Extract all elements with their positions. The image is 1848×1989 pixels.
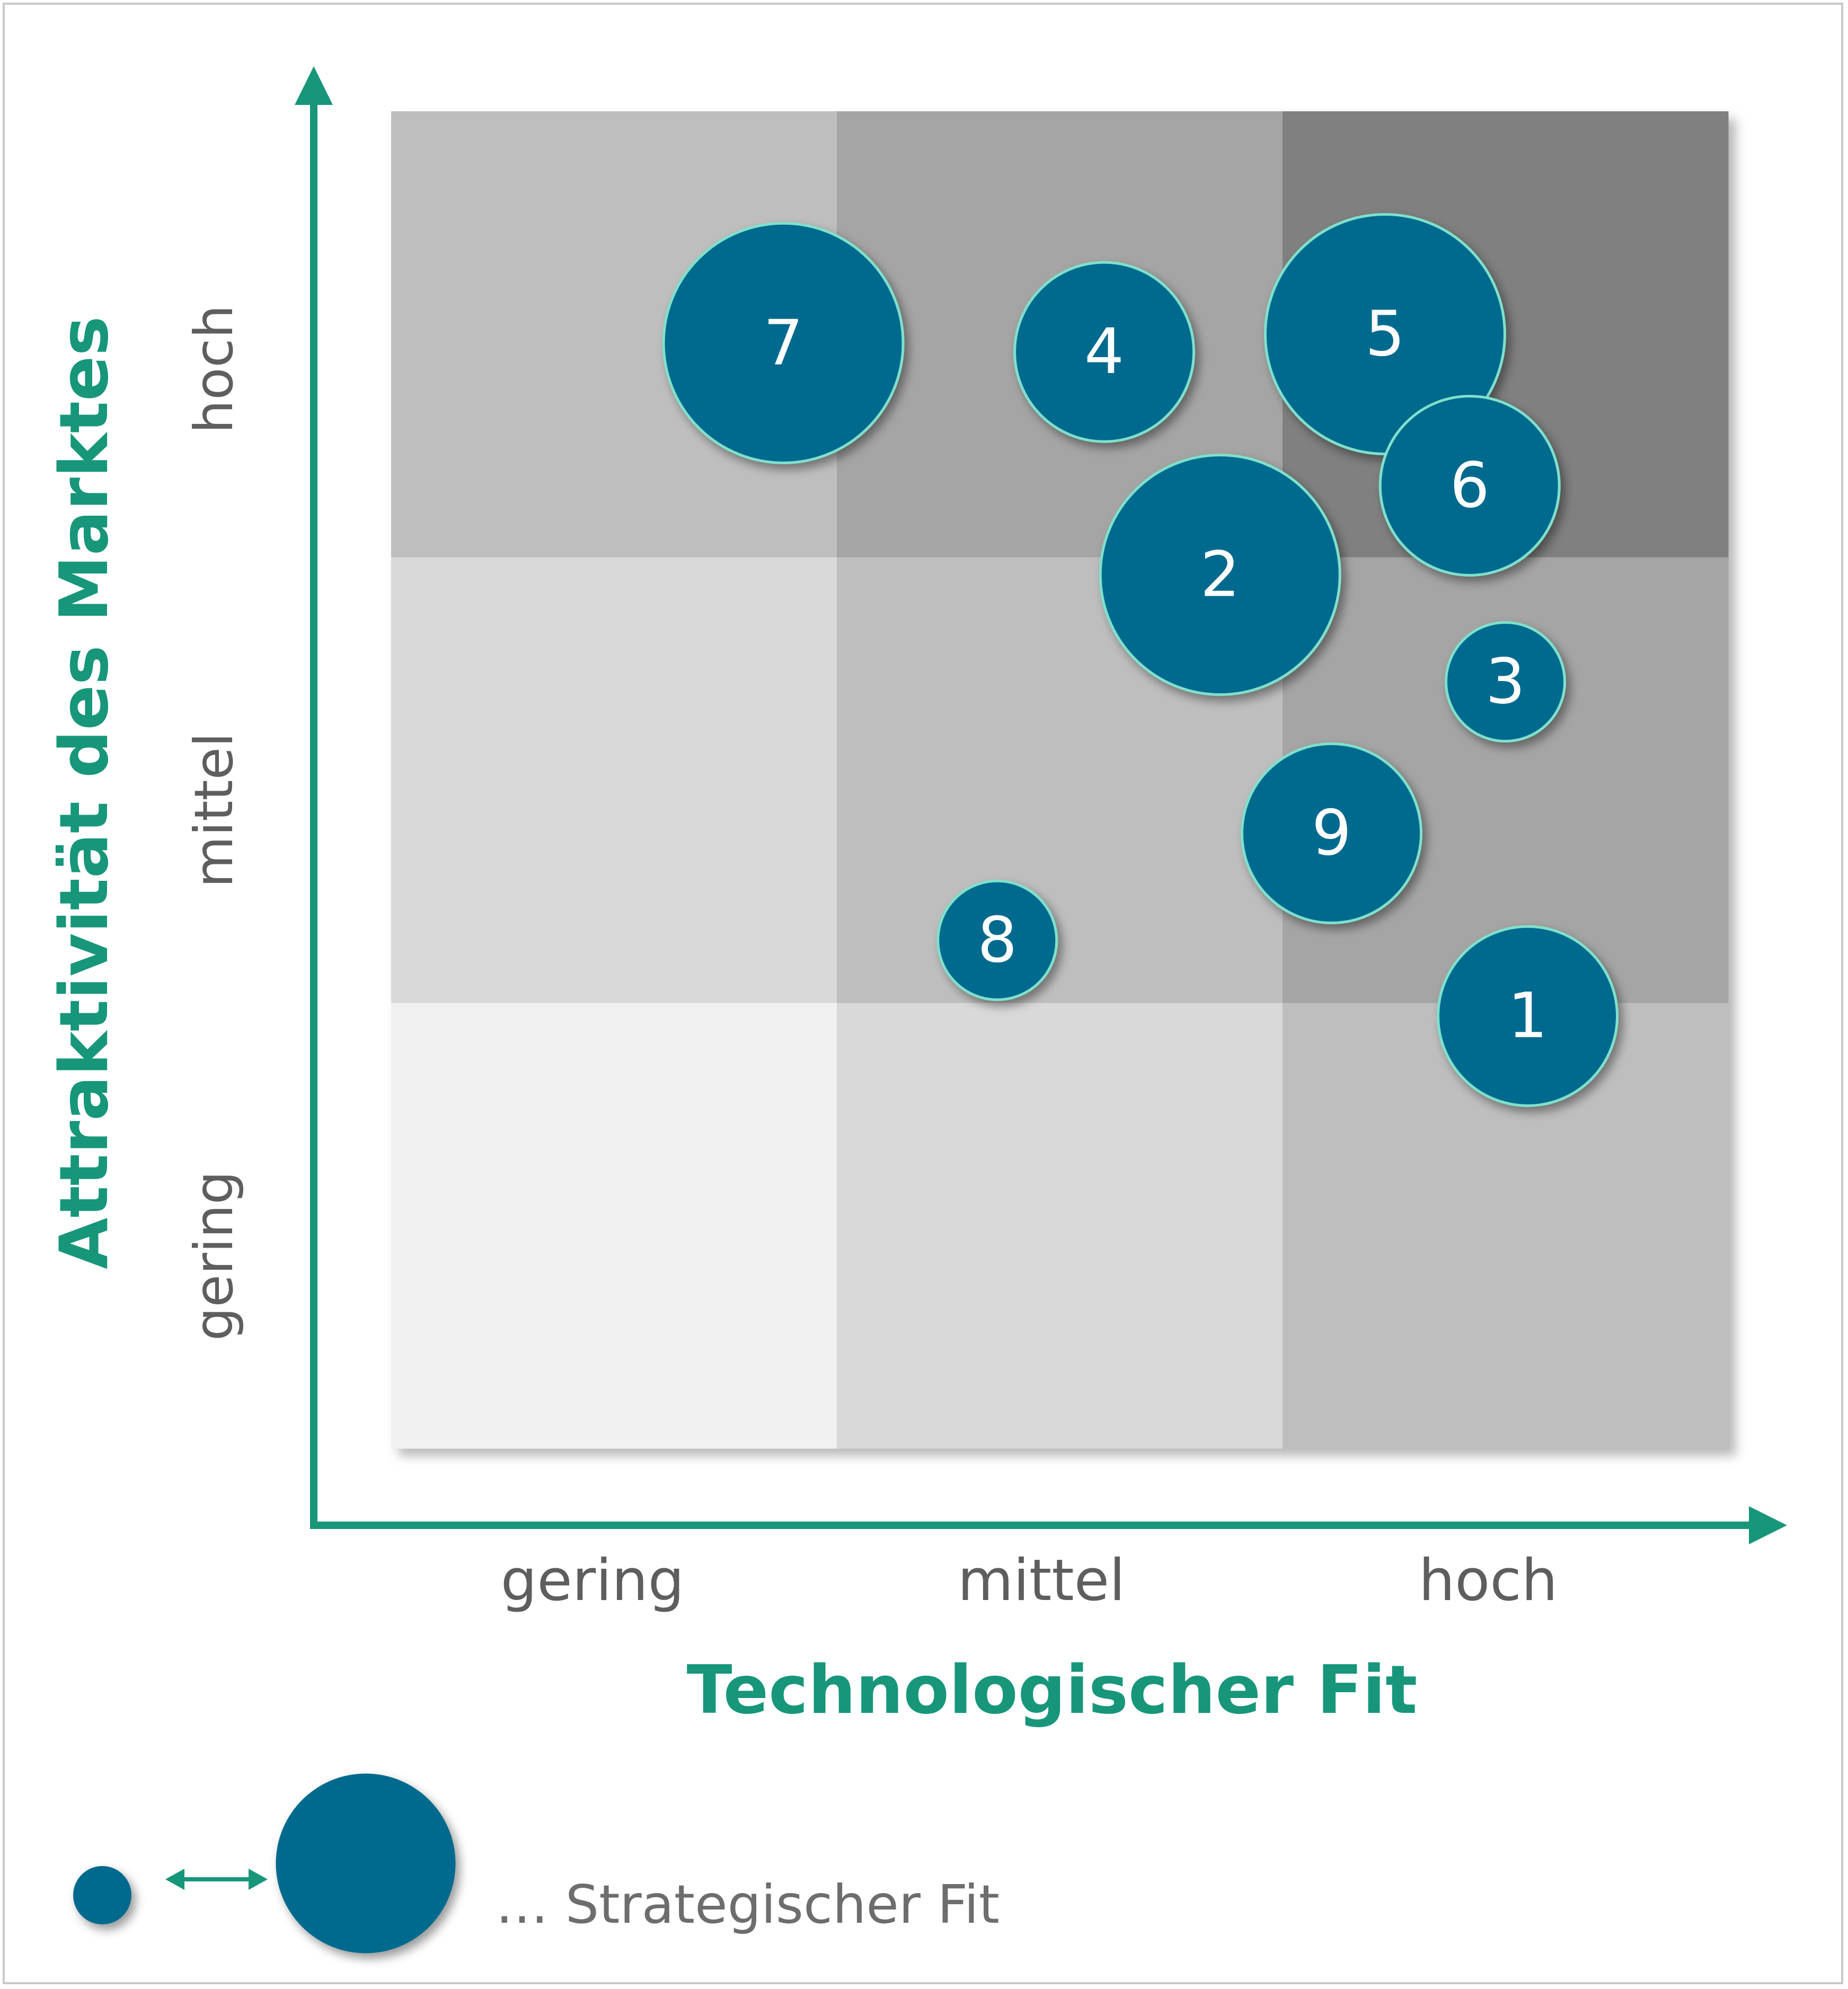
bubble-circle [1437, 925, 1619, 1107]
bubble-label: 1 [1508, 979, 1548, 1052]
y-axis-title: Attraktivität des Marktes [45, 316, 123, 1269]
bubble-3: 3 [1445, 621, 1566, 742]
x-tick-label: mittel [957, 1548, 1126, 1614]
bubble-circle [936, 879, 1058, 1001]
x-tick-label: hoch [1418, 1548, 1558, 1614]
legend-large-bubble [276, 1773, 456, 1953]
bubble-circle [1445, 621, 1566, 742]
legend-text: … Strategischer Fit [496, 1873, 1000, 1935]
legend-arrow-right-head [249, 1869, 268, 1890]
y-axis-arrowhead [295, 66, 333, 105]
bubble-4: 4 [1013, 261, 1196, 443]
y-tick-label: gering [183, 1171, 245, 1341]
bubble-circle [1378, 394, 1561, 577]
bubble-circle [662, 222, 905, 464]
axes [295, 66, 1787, 1544]
chart-frame [3, 3, 1843, 1984]
bubble-5: 5 [1263, 213, 1506, 455]
matrix-cell [837, 1003, 1283, 1449]
bubble-circle [1099, 454, 1341, 696]
bubble-6: 6 [1378, 394, 1561, 577]
bubble-7: 7 [662, 222, 905, 464]
bubble-label: 6 [1450, 448, 1490, 521]
bubble-label: 9 [1312, 796, 1351, 869]
bubbles: 1 2 3 4 5 6 7 8 9 [662, 213, 1619, 1107]
matrix-grid [391, 111, 1729, 1449]
matrix-cell [391, 1003, 837, 1449]
bubble-9: 9 [1241, 742, 1423, 924]
bubble-label: 5 [1365, 297, 1405, 370]
bubble-1: 1 [1437, 925, 1619, 1107]
bubble-label: 4 [1084, 315, 1124, 388]
legend [73, 1773, 456, 1953]
bubble-circle [1241, 742, 1423, 924]
y-tick-label: mittel [183, 732, 245, 888]
matrix-cell [391, 557, 837, 1003]
bubble-label: 3 [1486, 644, 1525, 718]
x-axis-arrowhead [1749, 1506, 1787, 1544]
y-tick-label: hoch [183, 305, 245, 434]
bubble-label: 8 [977, 903, 1017, 976]
bubble-8: 8 [936, 879, 1058, 1001]
x-axis-title: Technologischer Fit [686, 1651, 1418, 1729]
legend-arrow-left-head [165, 1869, 184, 1890]
legend-small-bubble [73, 1866, 131, 1924]
bubble-label: 7 [764, 306, 803, 379]
x-tick-label: gering [500, 1548, 685, 1614]
bubble-label: 2 [1200, 538, 1240, 611]
bubble-circle [1013, 261, 1196, 443]
bubble-2: 2 [1099, 454, 1341, 696]
